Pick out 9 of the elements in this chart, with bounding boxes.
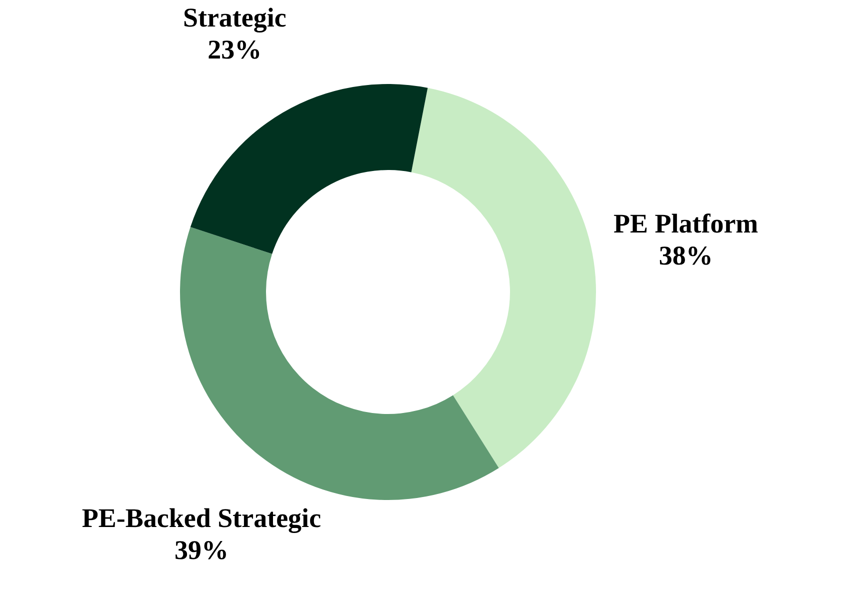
slice-label: PE-Backed Strategic xyxy=(82,502,322,533)
donut-slice xyxy=(180,227,499,500)
data-label: 23% xyxy=(208,34,262,65)
data-label: 38% xyxy=(658,240,713,270)
slice-label: PE Platform xyxy=(613,208,759,238)
donut-slice xyxy=(411,88,596,468)
data-label: 39% xyxy=(174,534,228,565)
donut-slice xyxy=(190,84,428,254)
slice-label: Strategic xyxy=(182,2,286,33)
